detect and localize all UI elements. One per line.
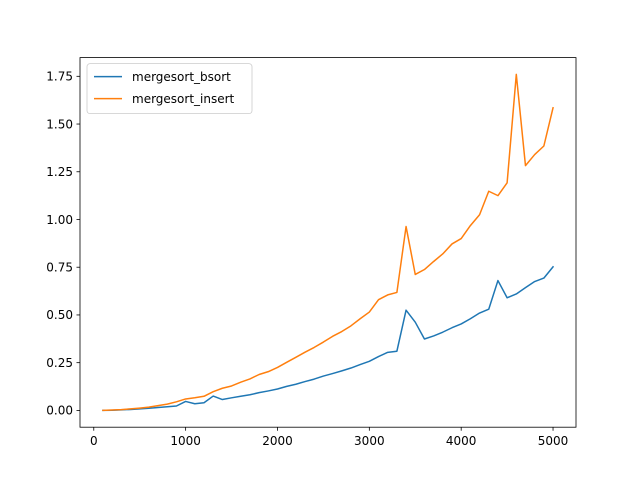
x-tick-label: 3000: [354, 434, 385, 448]
x-tick-label: 5000: [538, 434, 569, 448]
x-tick-label: 0: [90, 434, 98, 448]
series-line-mergesort-insert: [102, 73, 554, 412]
y-tick-label: 0.75: [46, 261, 73, 275]
y-tick-label: 0.25: [46, 356, 73, 370]
plot-lines: [102, 73, 555, 412]
legend: mergesort_bsort mergesort_insert: [86, 63, 253, 114]
x-tick-label: 4000: [446, 434, 477, 448]
series-line-mergesort-bsort: [102, 265, 555, 412]
x-tick-label: 2000: [262, 434, 293, 448]
y-tick-label: 1.00: [46, 213, 73, 227]
x-axis: 0 1000 2000 3000 4000 5000: [90, 427, 568, 448]
y-axis: 0.00 0.25 0.50 0.75 1.00 1.25 1.50 1.75: [46, 70, 80, 418]
legend-box: [86, 63, 253, 114]
y-tick-label: 1.50: [46, 117, 73, 131]
legend-label-mergesort-insert: mergesort_insert: [132, 92, 235, 106]
y-tick-label: 0.50: [46, 308, 73, 322]
legend-label-mergesort-bsort: mergesort_bsort: [132, 70, 231, 84]
y-tick-label: 0.00: [46, 404, 73, 418]
y-tick-label: 1.25: [46, 165, 73, 179]
plot-frame: [79, 57, 577, 428]
y-tick-label: 1.75: [46, 70, 73, 84]
x-tick-label: 1000: [170, 434, 201, 448]
